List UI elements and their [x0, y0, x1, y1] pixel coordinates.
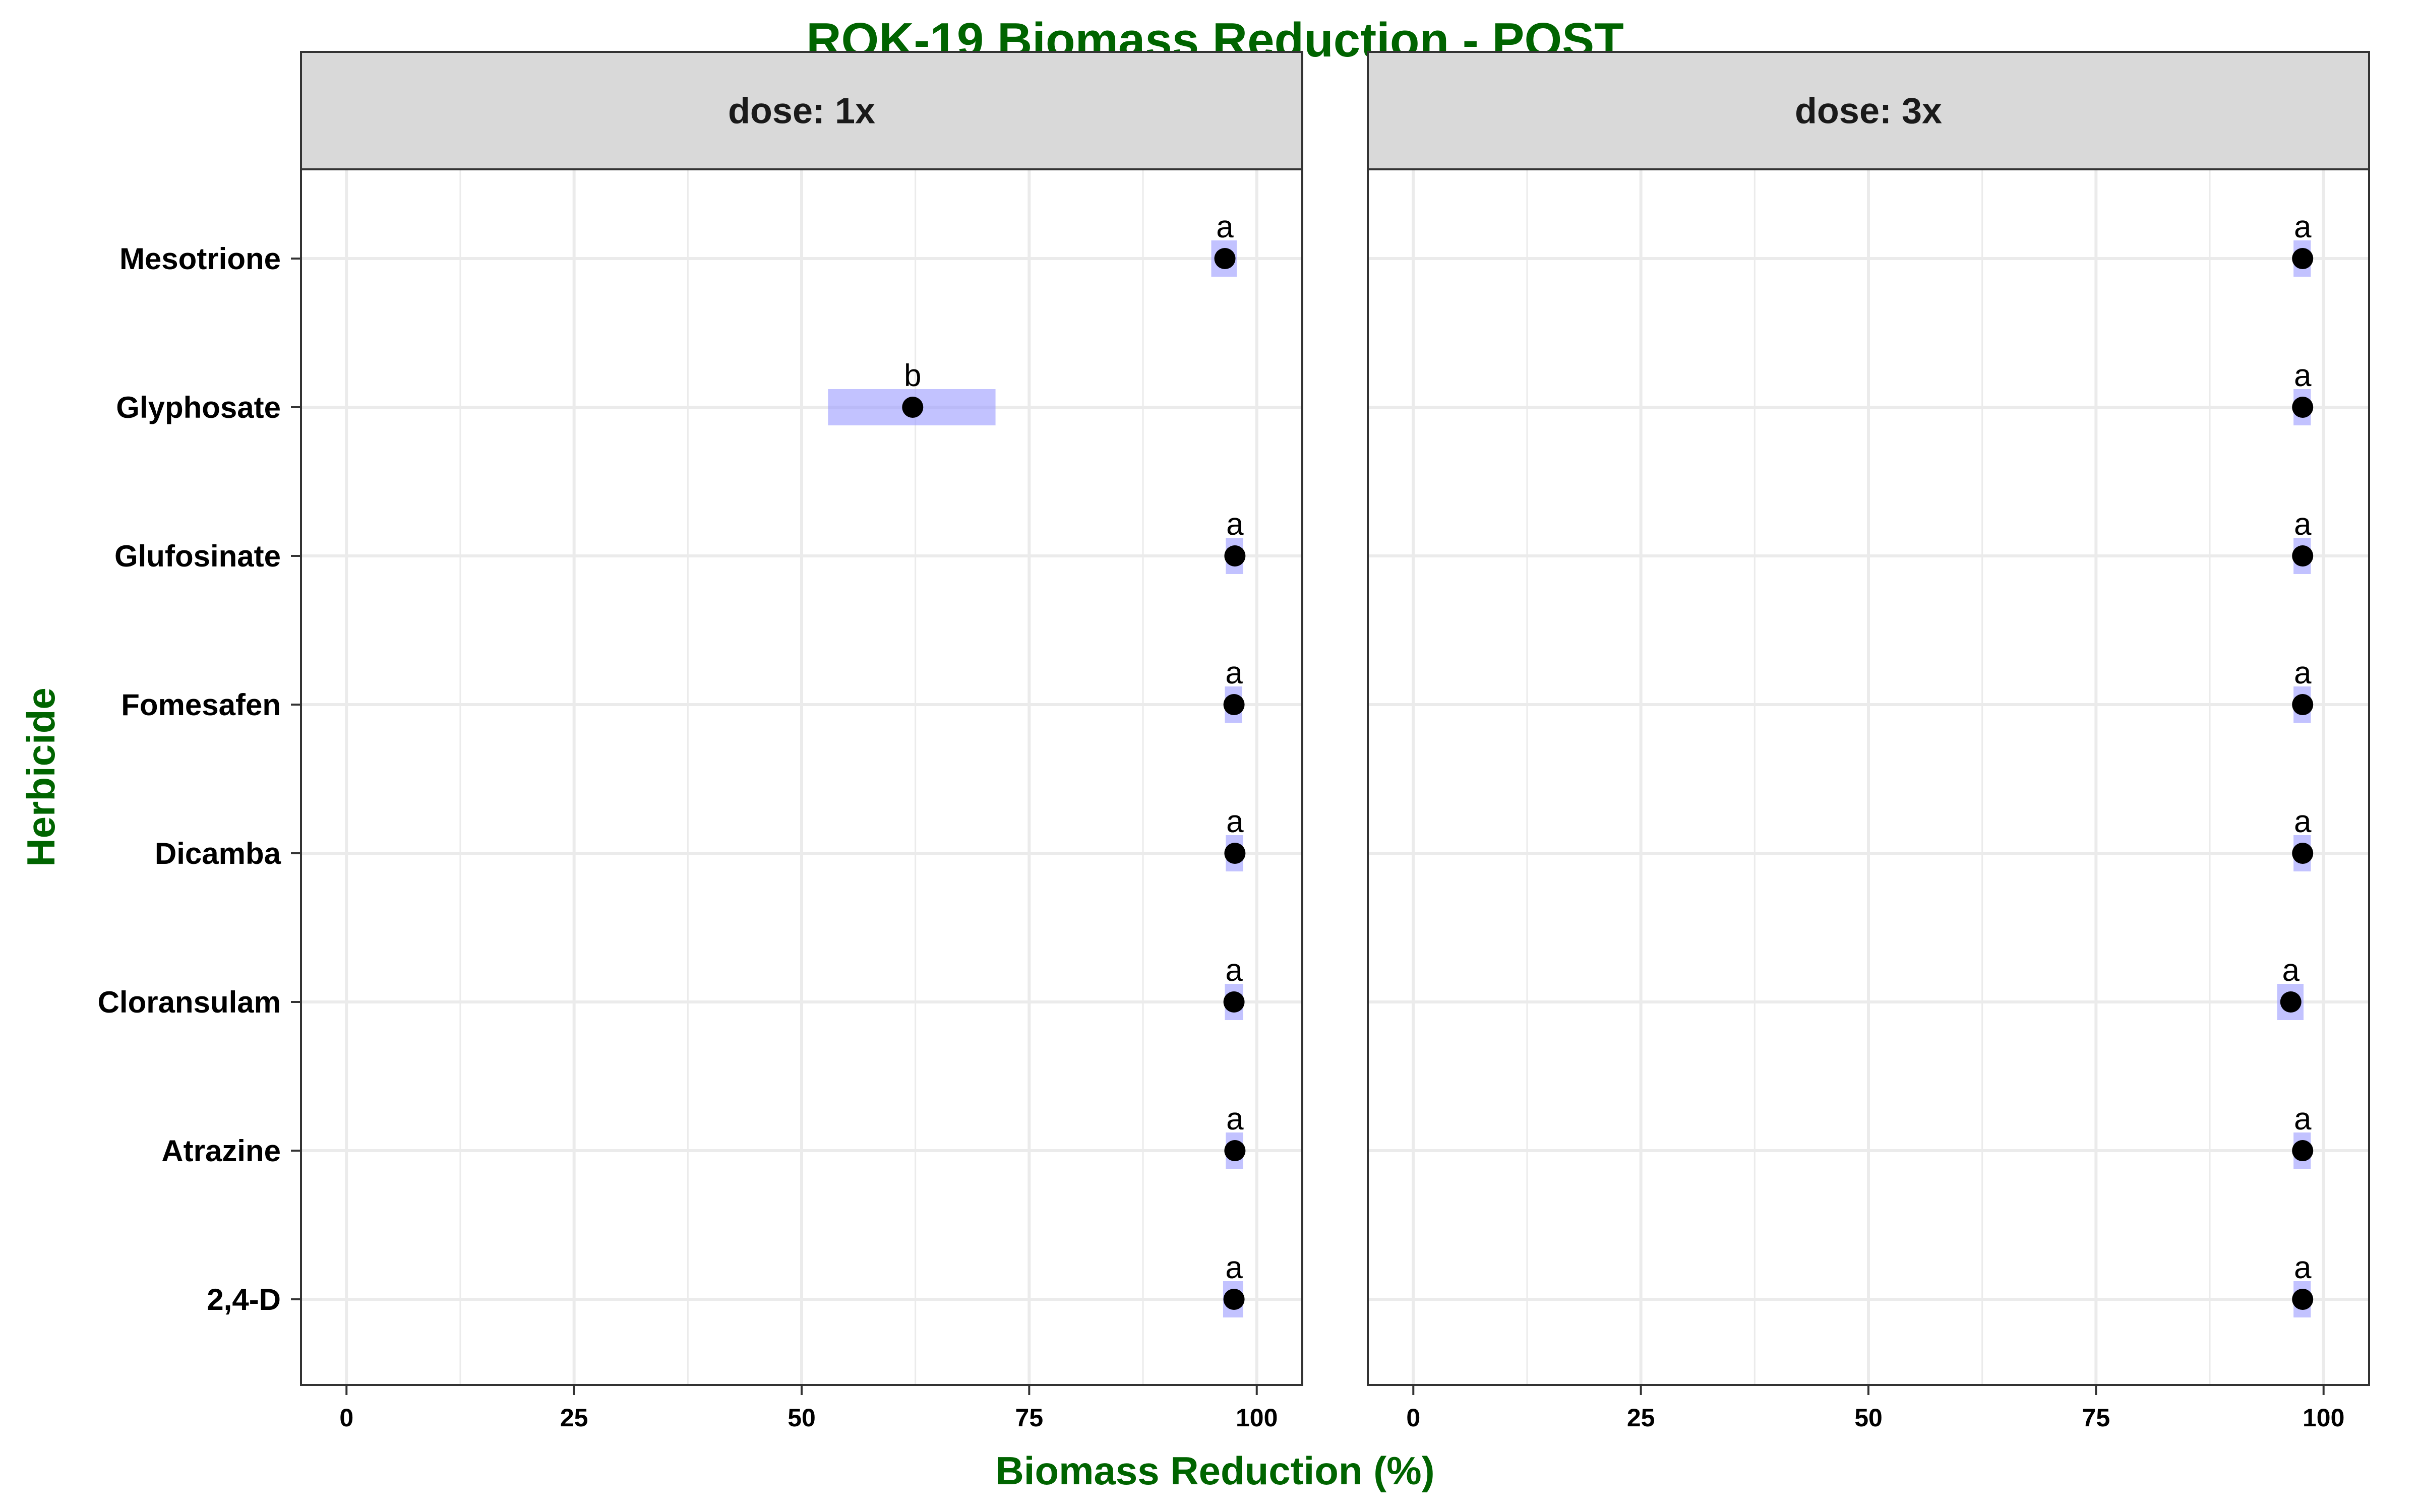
significance-letter: a [1216, 210, 1234, 244]
x-tick-label: 25 [1627, 1404, 1655, 1432]
estimate-point [1223, 1289, 1245, 1310]
significance-letter: a [2294, 656, 2312, 690]
estimate-point [2292, 545, 2314, 566]
estimate-point [902, 397, 924, 418]
significance-letter: a [1226, 507, 1244, 542]
x-tick-label: 50 [1854, 1404, 1883, 1432]
significance-letter: a [1225, 656, 1243, 690]
significance-letter: a [2294, 210, 2312, 244]
significance-letter: a [1226, 804, 1244, 839]
facet-strip [300, 51, 1303, 170]
x-tick-label: 75 [1015, 1404, 1044, 1432]
significance-letter: a [2294, 1102, 2312, 1137]
facet-panel-2: a a a a a a a a dose: 3x 0 25 50 75 100 [1367, 51, 2370, 1432]
estimate-point [1224, 843, 1246, 864]
x-axis-title: Biomass Reduction (%) [995, 1448, 1434, 1493]
x-tick-label: 75 [2082, 1404, 2110, 1432]
estimate-point [2292, 1140, 2314, 1161]
x-tick-label: 100 [1236, 1404, 1278, 1432]
y-axis-title: Herbicide [19, 687, 63, 866]
y-tick-label: Glyphosate [116, 391, 281, 424]
significance-letter: a [2294, 358, 2312, 393]
facet-strip [1367, 51, 2370, 170]
y-tick-label: Fomesafen [121, 688, 281, 722]
significance-letter: a [1225, 1250, 1243, 1285]
y-tick-label: 2,4-D [207, 1283, 281, 1316]
significance-letter: a [1226, 1102, 1244, 1137]
y-tick-label: Glufosinate [114, 539, 281, 573]
significance-letter: a [2294, 1250, 2312, 1285]
facet-panel-1: a b a a a a a a dose: 1x 0 25 50 75 100 [300, 51, 1303, 1432]
estimate-point [1224, 545, 1246, 566]
significance-letter: b [904, 358, 921, 393]
x-tick-label: 50 [788, 1404, 816, 1432]
y-tick-label: Mesotrione [119, 242, 281, 276]
estimate-point [1214, 248, 1236, 269]
estimate-point [2292, 248, 2314, 269]
estimate-point [2292, 1289, 2314, 1310]
estimate-point [2292, 843, 2314, 864]
facet-strip-label: dose: 3x [1795, 91, 1942, 132]
estimate-point [1224, 1140, 1246, 1161]
estimate-point [2292, 694, 2314, 715]
x-tick-label: 0 [1406, 1404, 1420, 1432]
x-tick-label: 0 [339, 1404, 353, 1432]
estimate-point [1223, 694, 1245, 715]
y-tick-label: Dicamba [155, 837, 281, 870]
estimate-point [2280, 991, 2302, 1013]
plot-layer: a b a a a a a a dose: 1x 0 25 50 75 100 a a a a a a a a dose: … [98, 51, 2370, 1432]
x-tick-label: 25 [560, 1404, 588, 1432]
y-tick-label: Atrazine [161, 1134, 281, 1168]
significance-letter: a [2282, 953, 2300, 988]
estimate-point [2292, 397, 2314, 418]
significance-letter: a [2294, 804, 2312, 839]
y-tick-label: Cloransulam [98, 985, 281, 1019]
significance-letter: a [1225, 953, 1243, 988]
significance-letter: a [2294, 507, 2312, 542]
x-tick-label: 100 [2303, 1404, 2344, 1432]
facet-strip-label: dose: 1x [728, 91, 875, 132]
estimate-point [1223, 991, 1245, 1013]
